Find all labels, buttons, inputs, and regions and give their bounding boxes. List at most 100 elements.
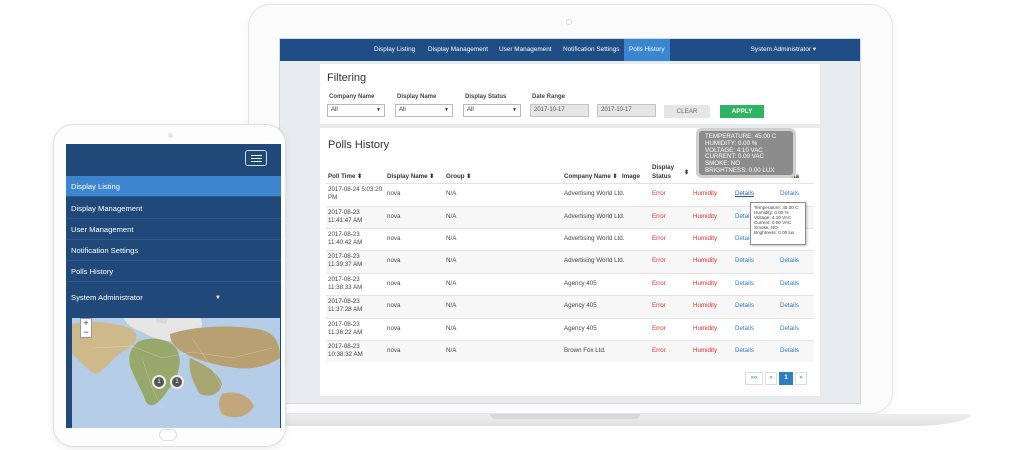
sort-icon[interactable]: ⬍	[684, 169, 690, 176]
col-display-name[interactable]: Display Name ⬍	[387, 173, 435, 180]
tooltip-line: SMOKE: NO	[705, 160, 741, 168]
filtering-title: Filtering	[327, 72, 367, 84]
details-link[interactable]: Details	[735, 325, 754, 332]
cell-display-name: nova	[387, 302, 401, 309]
details-link[interactable]: Details	[780, 257, 799, 264]
date-to-input[interactable]: 2017-10-17	[597, 104, 656, 117]
company-name-select[interactable]: All ▼	[327, 104, 385, 117]
cell-poll-time: 2017-08-23	[328, 276, 360, 283]
map-marker-cluster[interactable]: 1	[170, 375, 184, 389]
apply-button[interactable]: APPLY	[720, 105, 764, 118]
nav-notification-settings[interactable]: Notification Settings	[563, 46, 620, 53]
cell-display-status: Error	[652, 325, 666, 332]
pager-first[interactable]: ««	[745, 372, 763, 385]
hamburger-menu-icon[interactable]	[245, 150, 267, 166]
clear-button[interactable]: CLEAR	[664, 105, 710, 118]
cell-sensor-alert: Humidity	[693, 280, 718, 287]
details-link[interactable]: Details	[735, 257, 754, 264]
tooltip-line: VOLTAGE: 4.10 VAC	[705, 146, 763, 154]
col-image: Image	[622, 173, 640, 180]
world-map[interactable]: + − 1 1	[72, 318, 280, 428]
cell-company-name: Advertising World Ltd.	[564, 257, 625, 264]
cell-poll-time: 2017-08-24 5:03:20	[328, 186, 383, 193]
table-row	[326, 183, 814, 205]
col-poll-time[interactable]: Poll Time ⬍	[328, 173, 363, 180]
cell-poll-time: 2017-08-23	[328, 231, 360, 238]
cell-company-name: Agency 405	[564, 302, 597, 309]
cell-sensor-alert: Humidity	[693, 190, 718, 197]
popover-line: Temperature: 45.00 C	[754, 205, 799, 210]
cell-company-name: Advertising World Ltd.	[564, 235, 625, 242]
cell-poll-time: 11:36:22 AM	[328, 329, 363, 336]
details-link[interactable]: Details	[735, 280, 754, 287]
cell-group: N/A	[446, 190, 457, 197]
cell-sensor-alert: Humidity	[693, 325, 718, 332]
cell-display-status: Error	[652, 280, 666, 287]
map-graphic	[72, 318, 280, 428]
tablet-nav-display-listing[interactable]: Display Listing	[66, 176, 281, 197]
tablet-nav-display-management[interactable]: Display Management	[66, 198, 281, 219]
nav-display-management[interactable]: Display Management	[428, 46, 489, 53]
col-company-name[interactable]: Company Name ⬍	[564, 173, 618, 180]
tablet-nav-notification-settings[interactable]: Notification Settings	[66, 240, 281, 261]
top-navbar: Display Listing Display Management User …	[280, 39, 860, 61]
display-status-select[interactable]: All ▼	[463, 104, 521, 117]
cell-group: N/A	[446, 325, 457, 332]
map-marker-cluster[interactable]: 1	[152, 375, 166, 389]
pager-next[interactable]: »	[795, 372, 807, 385]
details-link[interactable]: Details	[780, 325, 799, 332]
map-zoom-control[interactable]: + −	[80, 318, 92, 338]
pager-prev[interactable]: «	[765, 372, 777, 385]
details-link[interactable]: Details	[780, 280, 799, 287]
cell-poll-time: 11:40:42 AM	[328, 239, 363, 246]
tablet-camera	[168, 133, 173, 138]
col-display-status-line1[interactable]: Display	[652, 164, 675, 171]
cell-poll-time: 2017-08-23	[328, 209, 360, 216]
laptop-camera	[566, 19, 572, 25]
cell-display-status: Error	[652, 235, 666, 242]
display-status-label: Display Status	[465, 94, 507, 100]
cell-group: N/A	[446, 235, 457, 242]
popover-line: Brightness: 0.00 lux	[754, 230, 795, 236]
display-name-select[interactable]: All ▼	[395, 104, 453, 117]
cell-display-name: nova	[387, 325, 401, 332]
cell-company-name: Advertising World Ltd.	[564, 190, 625, 197]
table-row	[326, 295, 814, 318]
tablet-nav-system-administrator[interactable]: System Administrator ▼	[66, 287, 281, 308]
cell-group: N/A	[446, 302, 457, 309]
details-link[interactable]: Details	[780, 190, 799, 197]
nav-display-listing[interactable]: Display Listing	[374, 46, 416, 53]
cell-group: N/A	[446, 213, 457, 220]
details-link[interactable]: Detai	[735, 213, 750, 220]
pager-page-1[interactable]: 1	[779, 372, 793, 385]
cell-display-status: Error	[652, 190, 666, 197]
tablet-nav-polls-history[interactable]: Polls History	[66, 261, 281, 282]
details-link[interactable]: Details	[780, 347, 799, 354]
col-group[interactable]: Group ⬍	[446, 173, 472, 180]
table-row	[326, 318, 814, 340]
popover-line: Humidity: 0.00 %	[754, 210, 789, 216]
table-row	[326, 340, 814, 362]
cell-sensor-alert: Humidity	[693, 213, 718, 220]
user-menu[interactable]: System Administrator ▾	[750, 46, 816, 53]
cell-poll-time: 2017-08-23	[328, 298, 360, 305]
nav-polls-history[interactable]: Polls History	[624, 39, 670, 61]
details-link[interactable]: Details	[735, 347, 754, 354]
chevron-down-icon: ▼	[376, 107, 381, 113]
col-display-status-line2[interactable]: Status	[652, 173, 671, 180]
cell-company-name: Agency 405	[564, 325, 597, 332]
date-from-input[interactable]: 2017-10-17	[530, 104, 589, 117]
table-row	[326, 206, 814, 228]
details-link[interactable]: Details	[735, 190, 754, 197]
tooltip-line: TEMPERATURE: 45.00 C	[705, 133, 777, 140]
cell-display-name: nova	[387, 213, 401, 220]
tooltip-line: CURRENT: 0.00 VAC	[705, 153, 765, 161]
col-data: ata	[790, 173, 799, 180]
tablet-nav-user-management[interactable]: User Management	[66, 219, 281, 240]
polls-history-title: Polls History	[328, 139, 390, 151]
nav-user-management[interactable]: User Management	[499, 46, 552, 53]
laptop-notch	[490, 414, 640, 419]
details-link[interactable]: Details	[780, 302, 799, 309]
details-link[interactable]: Detai	[735, 235, 750, 242]
details-link[interactable]: Details	[735, 302, 754, 309]
